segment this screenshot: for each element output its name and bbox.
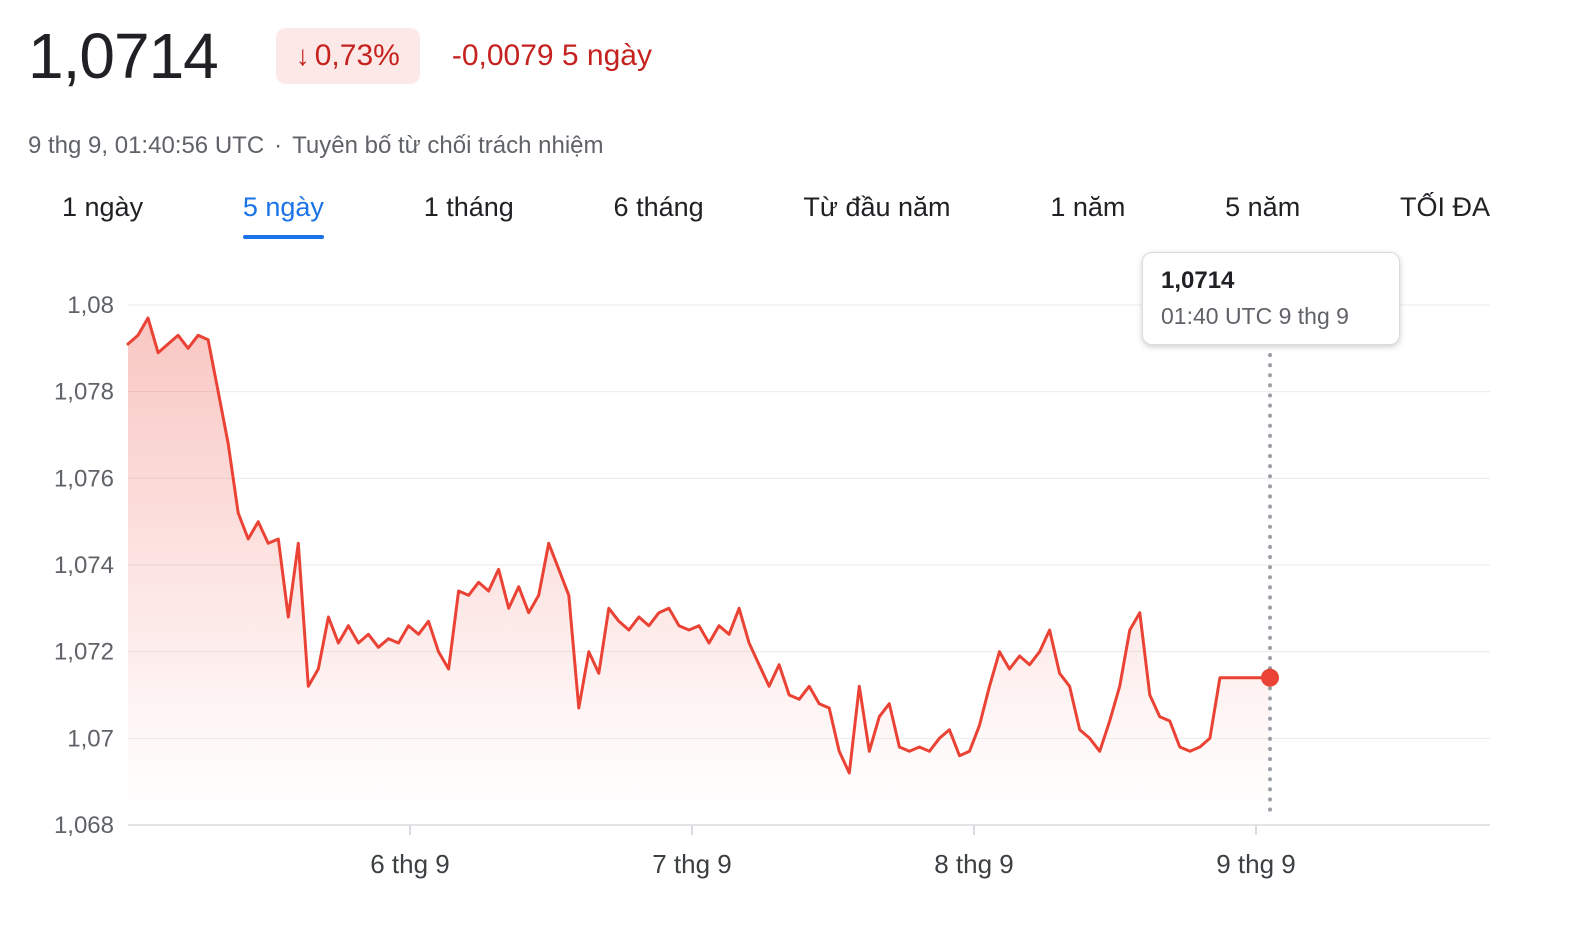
tab-label: Từ đầu năm	[803, 192, 951, 222]
tab-label: 1 năm	[1050, 192, 1126, 222]
change-percent-badge: ↓ 0,73%	[275, 28, 420, 84]
tab-label: TỐI ĐA	[1399, 192, 1490, 222]
last-price-dot	[1261, 668, 1279, 687]
tab-tu-dau-nam[interactable]: Từ đầu năm	[803, 192, 950, 239]
tooltip-time: 01:40 UTC 9 thg 9	[1161, 303, 1349, 329]
y-axis-label: 1,074	[54, 552, 114, 579]
y-axis-label: 1,078	[54, 379, 114, 406]
price-line	[126, 316, 1272, 775]
down-arrow-icon: ↓	[295, 40, 310, 71]
y-axis-label: 1,076	[54, 465, 114, 492]
y-axis-label: 1,08	[67, 292, 114, 319]
separator-dot: ·	[274, 132, 283, 159]
range-tabs: 1 ngày 5 ngày 1 tháng 6 tháng Từ đầu năm…	[62, 192, 1490, 239]
tab-label: 6 tháng	[613, 192, 704, 222]
tooltip-price: 1,0714	[1161, 267, 1235, 294]
tab-toi-da[interactable]: TỐI ĐA	[1400, 192, 1490, 239]
x-axis-label: 8 thg 9	[934, 849, 1014, 879]
tab-5-nam[interactable]: 5 năm	[1225, 192, 1300, 239]
x-axis-label: 9 thg 9	[1216, 849, 1296, 879]
tab-label: 1 tháng	[423, 192, 514, 222]
tab-1-nam[interactable]: 1 năm	[1050, 192, 1125, 239]
current-price: 1,0714	[28, 20, 219, 92]
x-axis-label: 7 thg 9	[652, 849, 732, 879]
quote-subline: 9 thg 9, 01:40:56 UTC · Tuyên bố từ chối…	[28, 132, 604, 160]
tab-label: 1 ngày	[62, 192, 144, 222]
change-absolute: -0,0079 5 ngày	[451, 39, 652, 72]
quote-header: 1,0714 ↓ 0,73% -0,0079 5 ngày	[28, 24, 652, 88]
tab-label: 5 ngày	[242, 192, 324, 222]
change-percent-value: 0,73%	[314, 39, 400, 72]
area-fill	[128, 318, 1270, 825]
chart-tooltip: 1,0714 01:40 UTC 9 thg 9	[1142, 252, 1400, 345]
x-axis-label: 6 thg 9	[370, 849, 450, 879]
tab-1-thang[interactable]: 1 tháng	[424, 192, 514, 239]
active-tab-underline	[242, 235, 324, 239]
y-axis-label: 1,07	[67, 725, 114, 752]
quote-timestamp: 9 thg 9, 01:40:56 UTC	[28, 132, 265, 159]
tab-5-ngay[interactable]: 5 ngày	[242, 192, 324, 239]
tab-1-ngay[interactable]: 1 ngày	[62, 192, 143, 239]
y-axis-label: 1,072	[54, 639, 114, 666]
y-axis-label: 1,068	[54, 812, 114, 839]
tab-label: 5 năm	[1225, 192, 1301, 222]
price-chart[interactable]: 1,068 1,07 1,072 1,074 1,076 1,078 1,08 6 thg 9…	[0, 250, 1588, 910]
disclaimer-link[interactable]: Tuyên bố từ chối trách nhiệm	[292, 132, 604, 159]
tab-6-thang[interactable]: 6 tháng	[614, 192, 704, 239]
